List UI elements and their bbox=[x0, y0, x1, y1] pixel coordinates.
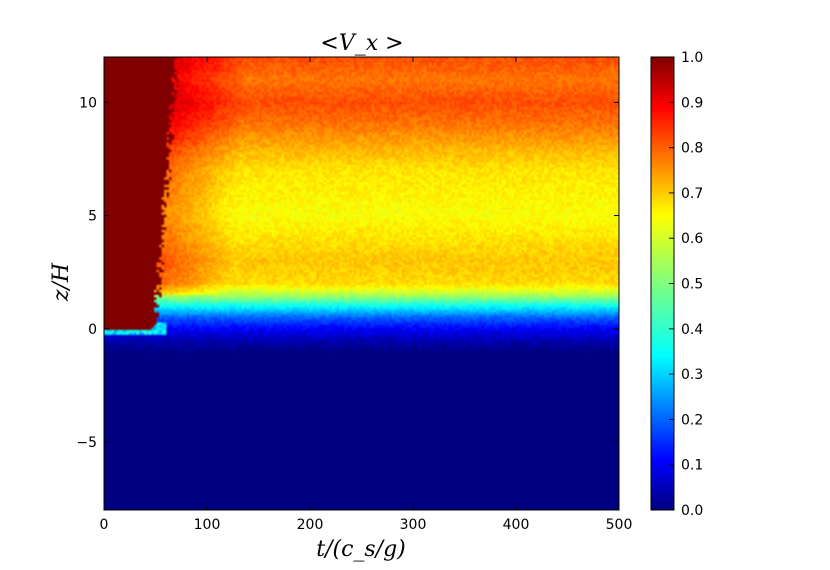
colorbar-tick-label: 0.1 bbox=[681, 458, 703, 474]
x-tick-label: 400 bbox=[503, 517, 530, 533]
x-tick-label: 300 bbox=[400, 517, 427, 533]
y-tick-label: 5 bbox=[88, 209, 97, 225]
plot-frame bbox=[103, 56, 620, 511]
x-tick-label: 200 bbox=[297, 517, 324, 533]
colorbar-axis: 0.0 0.1 0.2 0.3 0.4 0.5 0.6 0.7 0.8 0.9 1.0 bbox=[669, 50, 703, 519]
colorbar-tick-label: 1.0 bbox=[681, 50, 703, 66]
colorbar: 0.0 0.1 0.2 0.3 0.4 0.5 0.6 0.7 0.8 0.9 1.0 bbox=[650, 50, 703, 519]
colorbar-tick-label: 0.7 bbox=[681, 186, 703, 202]
colorbar-tick-label: 0.0 bbox=[681, 503, 703, 519]
chart-title: <V_x > bbox=[320, 31, 403, 56]
x-tick-label: 0 bbox=[100, 517, 109, 533]
colorbar-tick-label: 0.4 bbox=[681, 322, 703, 338]
x-axis: 0 100 200 300 400 500 bbox=[100, 57, 633, 533]
heatmap-image bbox=[104, 57, 619, 510]
x-tick-label: 100 bbox=[194, 517, 221, 533]
colorbar-tick-label: 0.9 bbox=[681, 95, 703, 111]
colorbar-tick-label: 0.3 bbox=[681, 367, 703, 383]
colorbar-tick-label: 0.2 bbox=[681, 412, 703, 428]
heatmap-plot-area bbox=[103, 56, 620, 511]
y-tick-label: 0 bbox=[88, 322, 97, 338]
y-axis-label: z/H bbox=[49, 262, 74, 302]
y-tick-label: 10 bbox=[79, 95, 97, 111]
x-tick-label: 500 bbox=[606, 517, 633, 533]
x-axis-label: t/(c_s/g) bbox=[316, 537, 406, 562]
y-tick-label: −5 bbox=[76, 435, 97, 451]
colorbar-tick-label: 0.6 bbox=[681, 231, 703, 247]
colorbar-tick-label: 0.8 bbox=[681, 141, 703, 157]
colorbar-tick-label: 0.5 bbox=[681, 277, 703, 293]
y-axis: −5 0 5 10 bbox=[76, 95, 619, 451]
